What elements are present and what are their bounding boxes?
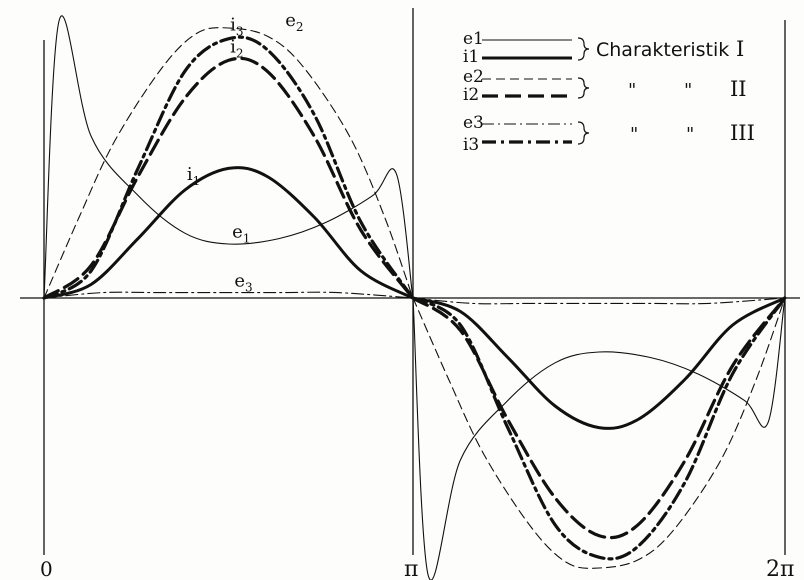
series-e3-pos-line [43,291,414,299]
series-i3-neg-line [411,296,787,561]
legend-ditto-2a: " [628,80,636,101]
annotation-e3: e3 [234,271,252,295]
series-layer [42,15,787,580]
legend-i2-symbol: i2 [463,85,479,105]
legend-label-1: Charakteristik [596,39,729,61]
series-i2-pos-line [42,56,415,300]
legend: e1 i1 Charakteristik I e2 i2 " " II e3 i… [463,29,755,155]
legend-e1-symbol: e1 [463,29,484,49]
axes [20,8,800,555]
legend-brace-1 [577,37,590,61]
series-i2-neg-line [411,296,787,540]
legend-numeral-1: I [736,37,744,61]
legend-e3-symbol: e3 [463,113,484,133]
series-i3-pos-line [42,35,415,300]
series-e3-neg-line [412,297,786,305]
annotation-e2: e2 [285,10,303,34]
legend-numeral-3: III [730,121,755,145]
series-e1-pos-line [43,15,414,299]
x-tick-label-2pi: 2π [766,557,794,580]
x-tick-label-0: 0 [40,557,53,580]
legend-i1-symbol: i1 [463,47,479,67]
legend-e2-symbol: e2 [463,67,484,87]
legend-ditto-2b: " [684,80,692,101]
annotation-i1: i1 [187,164,200,188]
legend-i3-symbol: i3 [463,135,479,155]
legend-numeral-2: II [730,77,747,101]
legend-brace-2 [577,77,590,99]
x-tick-label-pi: π [404,557,418,580]
series-i1-neg-line [411,296,787,430]
series-e2-neg-line [412,297,786,569]
annotation-i2: i2 [230,36,243,60]
series-e2-pos-line [43,27,414,299]
legend-brace-3 [577,121,590,145]
legend-ditto-3b: " [686,124,694,145]
series-e1-neg-line [412,297,786,580]
annotation-e1: e1 [232,221,250,245]
legend-ditto-3a: " [630,124,638,145]
series-i1-pos-line [42,166,415,300]
annotation-i3: i3 [230,15,243,39]
